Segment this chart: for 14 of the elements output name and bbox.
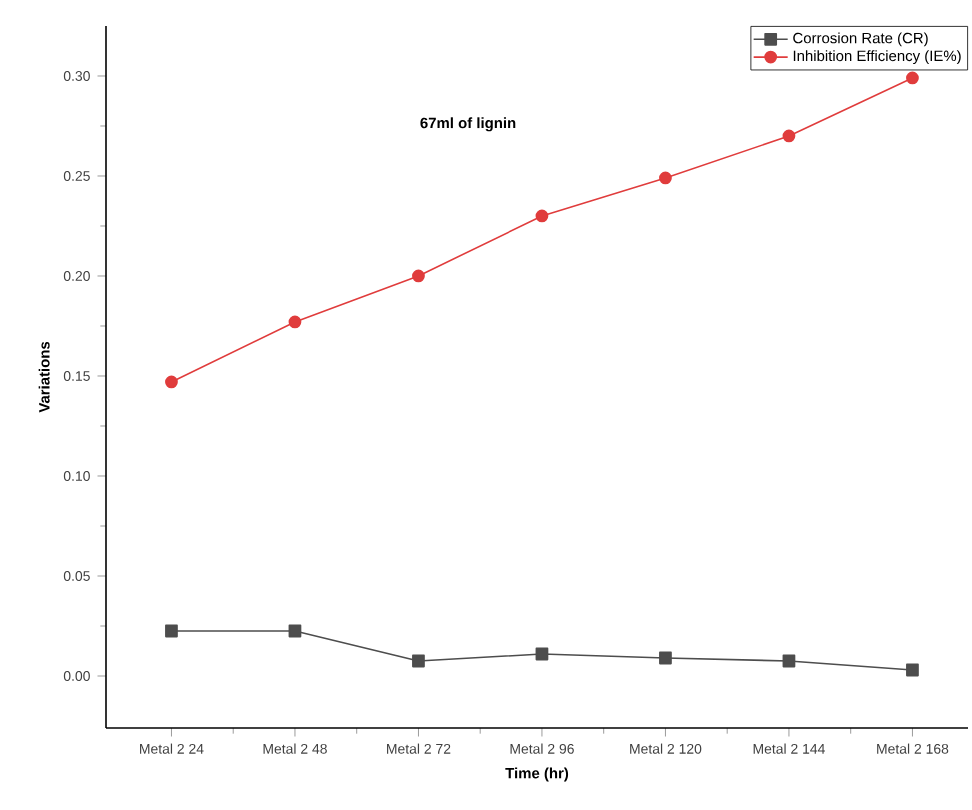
point: [165, 624, 178, 638]
point: [288, 624, 302, 638]
point: [659, 171, 672, 185]
point: [782, 654, 796, 668]
point: [906, 663, 919, 677]
point: [165, 375, 178, 389]
point: [535, 209, 549, 223]
point: [659, 651, 672, 665]
point: [782, 129, 796, 143]
point: [412, 269, 425, 283]
point: [535, 647, 549, 661]
point: [288, 315, 302, 329]
point: [412, 654, 425, 668]
point: [906, 71, 919, 85]
